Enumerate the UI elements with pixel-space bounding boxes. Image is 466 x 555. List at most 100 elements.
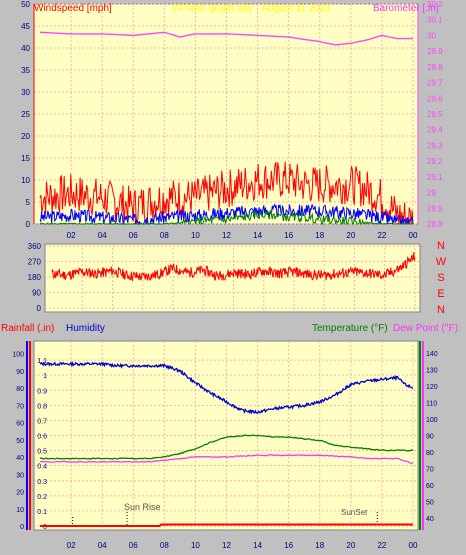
windspeed-tick-label: 40 — [21, 44, 30, 53]
direction-tick-label: 180 — [28, 273, 42, 282]
time-tick-label: 00 — [409, 541, 418, 550]
chart-title: 24 hour graph day - August 11 2021 — [172, 3, 331, 14]
humidity-tick-label: 70 — [16, 403, 24, 410]
temperature-tick-label: 80 — [426, 450, 434, 457]
sunset-label: SunSet — [341, 508, 368, 517]
compass-n-bottom: N — [437, 304, 445, 316]
sunrise-label: Sun Rise — [124, 502, 161, 512]
direction-tick-label: 270 — [28, 258, 42, 267]
direction-tick-label: 360 — [28, 242, 42, 251]
time-tick-label: 18 — [315, 541, 324, 550]
time-tick-label: 06 — [129, 231, 138, 240]
humidity-tick-label: 100 — [12, 352, 24, 359]
barometer-tick-label: 28.9 — [427, 204, 443, 213]
time-tick-label: 10 — [191, 231, 200, 240]
rainfall-label: Rainfall (.in) — [1, 323, 54, 334]
humidity-tick-label: 0 — [20, 524, 24, 531]
compass-e: E — [437, 288, 444, 300]
time-tick-label: 12 — [222, 541, 231, 550]
rain-tick-label: 0.4 — [37, 464, 47, 471]
time-tick-label: 06 — [129, 541, 138, 550]
windspeed-tick-label: 30 — [21, 88, 30, 97]
barometer-tick-label: 29.3 — [427, 141, 443, 150]
direction-tick-label: 0 — [37, 304, 42, 313]
time-tick-label: 14 — [253, 541, 262, 550]
temperature-tick-label: 110 — [426, 401, 437, 408]
humidity-tick-label: 10 — [16, 507, 24, 514]
time-tick-label: 14 — [253, 231, 262, 240]
windspeed-tick-label: 20 — [21, 132, 30, 141]
rain-tick-label: 0.2 — [37, 494, 47, 501]
rain-tick-label: 1.1 — [37, 358, 47, 365]
rain-tick-label: 0.5 — [37, 449, 47, 456]
time-tick-label: 20 — [346, 541, 355, 550]
windspeed-tick-label: 50 — [21, 0, 30, 9]
data-lines — [39, 31, 416, 527]
temperature-tick-label: 70 — [426, 466, 434, 473]
direction-tick-label: 90 — [32, 289, 41, 298]
temperature-tick-label: 120 — [426, 384, 438, 391]
direction-panel — [44, 243, 421, 313]
humidity-tick-label: 60 — [16, 421, 24, 428]
humidity-tick-label: 20 — [16, 490, 24, 497]
windspeed-tick-label: 45 — [21, 22, 30, 31]
time-tick-label: 12 — [222, 231, 231, 240]
time-tick-label: 08 — [160, 541, 169, 550]
barometer-tick-label: 29.5 — [427, 110, 443, 119]
time-tick-label: 18 — [315, 231, 324, 240]
rain-tick-label: 0 — [43, 524, 47, 531]
time-tick-label: 08 — [160, 231, 169, 240]
time-tick-label: 02 — [67, 231, 76, 240]
barometer-label: Barometer [.in] — [373, 3, 439, 14]
barometer-tick-label: 29.8 — [427, 63, 443, 72]
barometer-tick-label: 30.2 — [427, 0, 443, 9]
wind-low-line — [39, 209, 413, 226]
rain-tick-label: 0.6 — [37, 434, 47, 441]
barometer-tick-label: 29.4 — [427, 126, 443, 135]
temperature-label: Temperature (°F) — [312, 323, 388, 334]
temperature-line — [39, 434, 414, 460]
windspeed-tick-label: 15 — [21, 154, 30, 163]
humidity-tick-label: 40 — [16, 455, 24, 462]
temperature-tick-label: 50 — [426, 499, 434, 506]
direction-plot-area — [44, 243, 421, 313]
time-tick-label: 16 — [284, 231, 293, 240]
wind-gust-line — [39, 161, 414, 225]
wind-average-line — [39, 203, 414, 226]
wind-direction-line — [51, 252, 416, 282]
humidity-label: Humidity — [66, 323, 105, 334]
rain-tick-label: 0.3 — [37, 479, 47, 486]
barometer-tick-label: 29 — [427, 189, 436, 198]
barometer-tick-label: 29.6 — [427, 94, 443, 103]
time-tick-label: 10 — [191, 541, 200, 550]
rainfall-line — [40, 523, 413, 527]
time-tick-label: 04 — [98, 231, 107, 240]
compass-w: W — [436, 256, 447, 268]
time-tick-label: 00 — [409, 231, 418, 240]
windspeed-tick-label: 10 — [21, 176, 30, 185]
temperature-tick-label: 130 — [426, 368, 438, 375]
barometer-tick-label: 30 — [427, 31, 436, 40]
temperature-tick-label: 100 — [426, 417, 438, 424]
barometer-tick-label: 28.8 — [427, 220, 443, 229]
time-tick-label: 20 — [346, 231, 355, 240]
rain-tick-label: 1 — [43, 373, 47, 380]
dewpoint-label: Dew Point (°F) — [393, 323, 458, 334]
humidity-tick-label: 90 — [16, 369, 24, 376]
time-tick-label: 22 — [377, 231, 386, 240]
windspeed-tick-label: 25 — [21, 110, 30, 119]
barometer-tick-label: 29.7 — [427, 79, 443, 88]
compass-s: S — [437, 272, 444, 284]
temperature-tick-label: 40 — [426, 516, 434, 523]
humidity-tick-label: 30 — [16, 472, 24, 479]
compass-n-top: N — [437, 240, 445, 252]
barometer-tick-label: 29.2 — [427, 157, 443, 166]
humidity-tick-label: 50 — [16, 438, 24, 445]
dewpoint-line — [39, 454, 414, 465]
temperature-tick-label: 90 — [426, 434, 434, 441]
temperature-tick-label: 140 — [426, 351, 438, 358]
barometer-line — [39, 31, 413, 46]
barometer-tick-label: 30.1 — [427, 16, 443, 25]
temperature-tick-label: 60 — [426, 483, 434, 490]
